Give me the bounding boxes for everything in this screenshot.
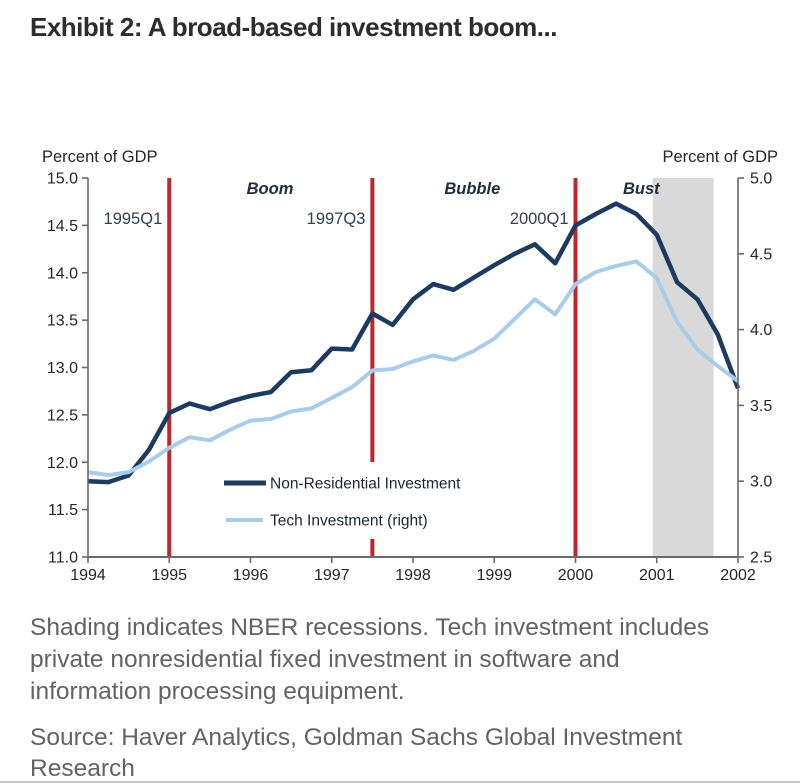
chart-source: Source: Haver Analytics, Goldman Sachs G…	[30, 724, 683, 782]
right-axis-tick-label: 5.0	[750, 171, 772, 188]
event-label-1995Q1: 1995Q1	[104, 210, 163, 228]
bottom-divider	[0, 781, 800, 783]
event-label-1997Q3: 1997Q3	[307, 210, 366, 228]
investment-chart: Non-Residential Investment Tech Investmen…	[42, 148, 778, 584]
legend-background	[214, 462, 508, 539]
left-axis-tick-label: 13.5	[47, 313, 78, 330]
right-axis-tick-label: 4.0	[750, 322, 772, 339]
left-axis-tick-label: 12.0	[47, 455, 78, 472]
phase-label-bubble: Bubble	[444, 180, 500, 198]
right-axis-tick-label: 3.0	[750, 474, 772, 491]
x-axis-tick-label: 1995	[151, 567, 187, 584]
left-axis-tick-label: 15.0	[47, 171, 78, 188]
x-axis-tick-label: 1999	[476, 567, 512, 584]
phase-label-bust: Bust	[623, 180, 661, 198]
chart-footnote: Shading indicates NBER recessions. Tech …	[30, 614, 710, 705]
left-axis-tick-label: 12.5	[47, 407, 78, 424]
x-axis-tick-label: 1994	[70, 567, 106, 584]
right-axis-caption: Percent of GDP	[662, 148, 778, 166]
exhibit-title: Exhibit 2: A broad-based investment boom…	[30, 12, 557, 42]
event-label-2000Q1: 2000Q1	[510, 210, 569, 228]
x-axis-tick-label: 1998	[395, 567, 431, 584]
phase-label-boom: Boom	[247, 180, 294, 198]
series-line-tech	[87, 259, 740, 478]
x-axis-tick-label: 1997	[314, 567, 350, 584]
left-axis-caption: Percent of GDP	[42, 148, 158, 166]
x-axis-tick-label: 2001	[639, 567, 675, 584]
left-axis-tick-label: 14.0	[47, 265, 78, 282]
left-axis-tick-label: 13.0	[47, 360, 78, 377]
x-axis-tick-label: 1996	[233, 567, 269, 584]
x-axis-tick-label: 2002	[720, 567, 756, 584]
series-line-non-residential	[87, 201, 741, 485]
left-axis-tick-label: 11.0	[48, 550, 78, 567]
right-axis-tick-label: 2.5	[750, 550, 772, 567]
right-axis-tick-label: 4.5	[750, 246, 772, 263]
recession-shading	[652, 178, 714, 557]
legend-label-non-residential: Non-Residential Investment	[270, 476, 461, 493]
left-axis-tick-label: 14.5	[47, 218, 78, 235]
right-axis-tick-label: 3.5	[750, 398, 772, 415]
x-axis-tick-label: 2000	[558, 567, 594, 584]
legend-label-tech: Tech Investment (right)	[270, 513, 428, 530]
left-axis-tick-label: 11.5	[48, 502, 78, 519]
